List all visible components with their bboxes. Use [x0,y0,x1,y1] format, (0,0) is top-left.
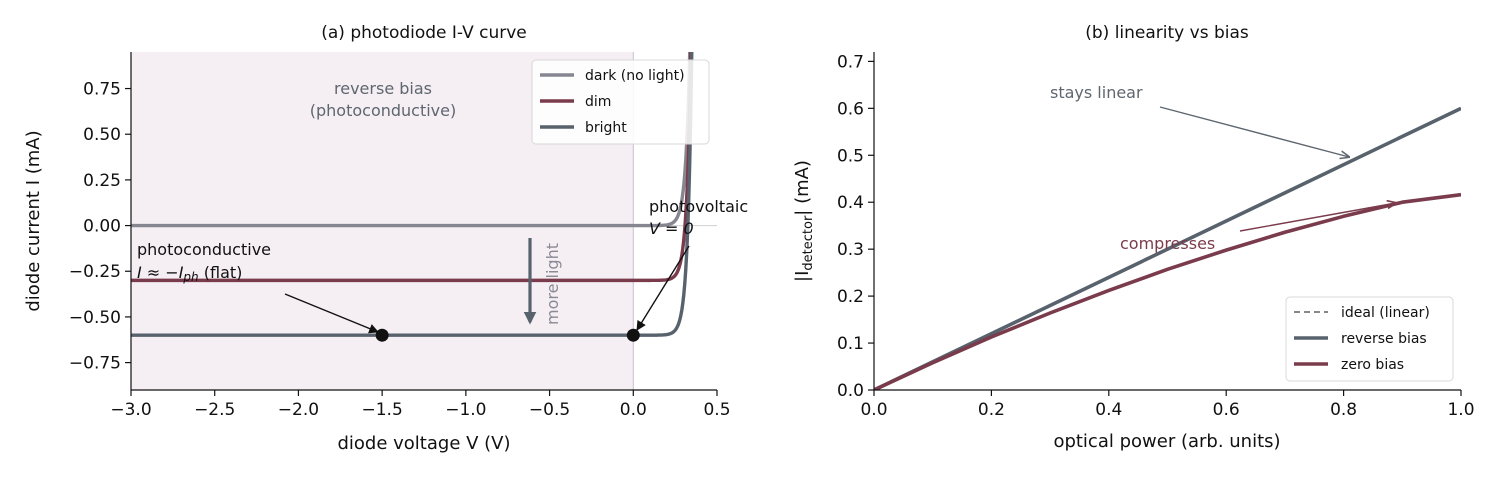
x-tick-label-a: −2.5 [194,400,235,420]
y-tick-label-b: 0.1 [837,334,864,354]
stays-linear-arrow [1159,106,1349,157]
y-tick-label-a: 0.50 [83,125,121,145]
reverse-bias-label: reverse bias (photoconductive) [310,79,456,120]
x-axis-label-b: optical power (arb. units) [1053,431,1280,452]
stays-linear-label: stays linear [1050,83,1143,102]
legend-label-reverse: reverse bias [1341,331,1427,347]
y-axis-label-a: diode current I (mA) [23,130,44,311]
chart-title-b: (b) linearity vs bias [1085,23,1249,43]
x-tick-label-a: −3.0 [110,400,151,420]
legend-label-dim: dim [585,94,611,110]
y-tick-label-a: 0.25 [83,171,121,191]
compresses-label: compresses [1120,234,1215,253]
photoconductive-formula: I ≈ −Iph (flat) [137,263,242,284]
operating-point-1 [626,328,640,342]
y-tick-label-b: 0.4 [837,193,864,213]
photovoltaic-arrow [636,245,690,331]
x-tick-label-b: 0.8 [1330,400,1357,420]
series-line-2 [131,52,694,337]
legend-label-zero: zero bias [1341,357,1404,373]
legend-a: dark (no light) dim bright [531,59,710,145]
y-tick-label-a: −0.25 [69,262,121,282]
y-axis-label-b: |Idetector| (mA) [792,160,816,282]
x-tick-label-a: 0.0 [620,400,647,420]
y-tick-label-b: 0.6 [837,99,864,119]
panel-b: 0.0 0.2 0.4 0.6 0.8 1.0 0.0 0.1 0.2 0.3 0.4 0.5 0.6 0… [792,23,1475,452]
y-tick-label-b: 0.7 [837,52,864,72]
series-line-1 [131,52,693,283]
x-tick-label-b: 0.0 [860,400,887,420]
x-tick-label-b: 0.4 [1095,400,1122,420]
photovoltaic-label: photovoltaic [649,197,748,216]
x-tick-label-b: 0.6 [1213,400,1240,420]
x-tick-label-a: −1.5 [362,400,403,420]
photoconductive-arrow [284,293,379,334]
x-tick-label-b: 1.0 [1447,400,1474,420]
panel-a: −3.0 −2.5 −2.0 −1.5 −1.0 −0.5 0.0 0.5 −0.75 −0.50… [23,23,748,454]
x-tick-label-a: −0.5 [529,400,570,420]
x-tick-label-b: 0.2 [978,400,1005,420]
y-tick-label-a: 0.75 [83,80,121,100]
legend-b: ideal (linear) reverse bias zero bias [1285,296,1454,382]
chart-title-a: (a) photodiode I-V curve [321,23,527,43]
legend-label-bright: bright [585,120,627,136]
y-tick-label-b: 0.3 [837,240,864,260]
x-tick-label-a: −2.0 [278,400,319,420]
y-tick-label-a: −0.75 [69,354,121,374]
operating-point-0 [375,328,389,342]
y-tick-label-a: 0.00 [83,217,121,237]
x-tick-label-a: −1.0 [445,400,486,420]
more-light-label: more light [543,243,562,325]
x-tick-label-a: 0.5 [703,400,730,420]
y-tick-label-b: 0.0 [837,381,864,401]
legend-label-ideal: ideal (linear) [1341,305,1430,321]
photoconductive-label: photoconductive [137,240,271,259]
series-line-0 [131,52,692,228]
legend-label-dark: dark (no light) [585,68,685,84]
compresses-arrow [1239,203,1396,232]
y-tick-label-b: 0.5 [837,146,864,166]
series-line-b-1 [874,106,1461,390]
series-line-b-2 [874,192,1461,390]
y-tick-label-a: −0.50 [69,308,121,328]
x-axis-label-a: diode voltage V (V) [337,433,510,454]
y-tick-label-b: 0.2 [837,287,864,307]
photovoltaic-formula: V = 0 [649,219,694,238]
